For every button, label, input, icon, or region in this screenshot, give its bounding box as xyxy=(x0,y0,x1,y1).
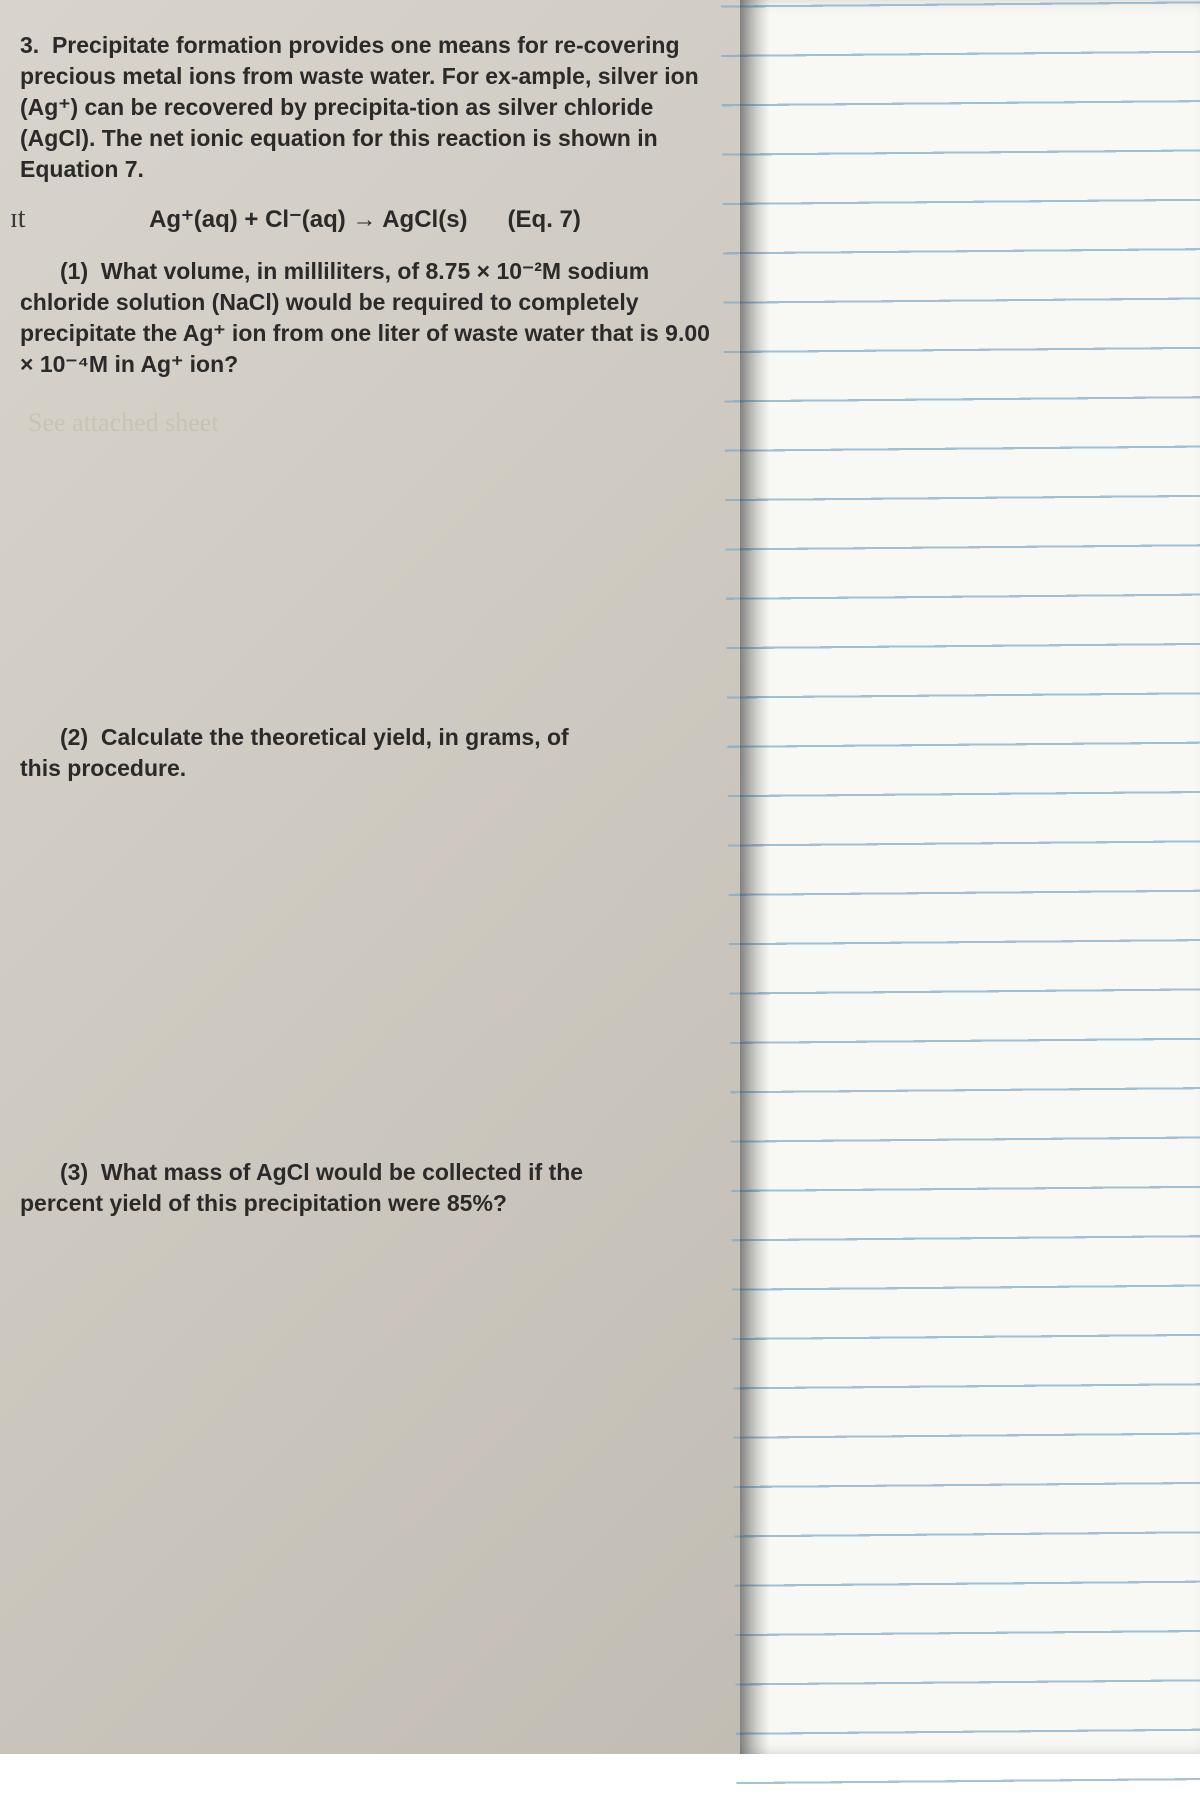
ghost-annotation: See attached sheet xyxy=(28,408,219,438)
question-2: (2) Calculate the theoretical yield, in … xyxy=(20,722,710,784)
intro-text: Precipitate formation provides one means… xyxy=(20,32,699,182)
q2-text: Calculate the theoretical yield, in gram… xyxy=(101,724,569,750)
equation-line: ɪt Ag⁺(aq) + Cl⁻(aq) → AgCl(s) (Eq. 7) xyxy=(20,205,710,234)
margin-annotation: ɪt xyxy=(10,203,26,235)
equation-formula: Ag⁺(aq) + Cl⁻(aq) → AgCl(s) xyxy=(149,206,467,233)
q3-text-b: percent yield of this precipitation were… xyxy=(20,1190,507,1216)
notebook-page xyxy=(740,0,1200,1754)
question-3: (3) What mass of AgCl would be collected… xyxy=(20,1157,710,1219)
q1-text-a: What volume, in milliliters, of 8.75 × 1… xyxy=(101,258,561,284)
q2-text-b: this procedure. xyxy=(20,755,186,781)
q3-text: What mass of AgCl would be collected if … xyxy=(101,1159,583,1185)
q2-label: (2) xyxy=(20,722,88,753)
worksheet-page: 3. Precipitate formation provides one me… xyxy=(0,0,740,1754)
equation-label: (Eq. 7) xyxy=(508,206,581,233)
q3-label: (3) xyxy=(20,1157,88,1188)
ruled-lines xyxy=(720,0,1200,1800)
problem-intro: 3. Precipitate formation provides one me… xyxy=(20,30,710,185)
problem-number: 3. xyxy=(20,32,39,58)
workspace-2 xyxy=(20,797,710,1157)
question-1: (1) What volume, in milliliters, of 8.75… xyxy=(20,256,710,380)
workspace-1 xyxy=(20,392,710,722)
q1-label: (1) xyxy=(20,256,88,287)
binding-shadow xyxy=(740,0,770,1754)
